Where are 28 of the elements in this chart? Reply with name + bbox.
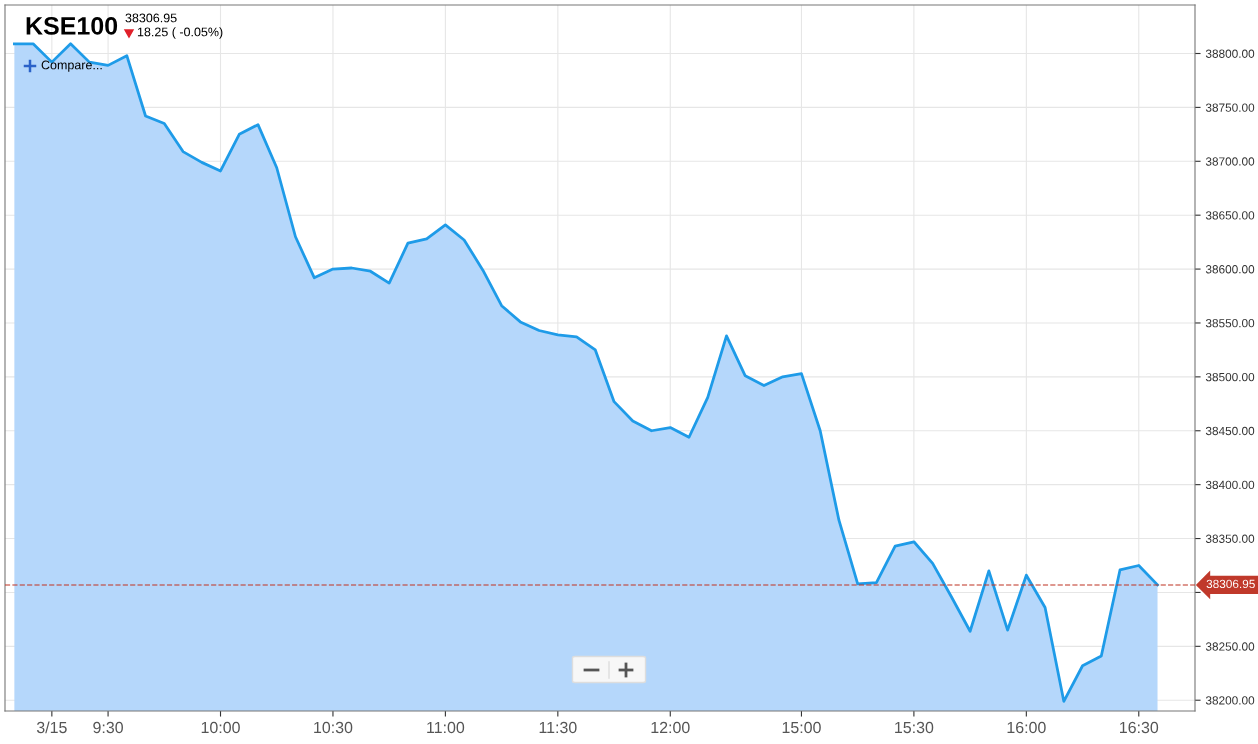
x-tick-label: 15:00: [782, 721, 821, 734]
x-tick-label: 10:30: [314, 721, 353, 734]
ref-line-label: 38306.95: [1206, 579, 1255, 589]
annotation: 18.25 ( -0.05%): [137, 27, 223, 39]
y-tick-label: 38350.00: [1205, 534, 1255, 543]
text: 38306.95: [125, 13, 177, 23]
x-tick-label: 16:00: [1007, 721, 1046, 734]
y-tick-label: 38500.00: [1205, 372, 1255, 382]
x-tick-label: 12:00: [651, 721, 690, 734]
annotation: Compare...: [41, 60, 102, 72]
y-tick-label: 38650.00: [1205, 211, 1255, 220]
x-tick-label: 10:00: [201, 721, 240, 734]
y-tick-label: 38750.00: [1205, 103, 1255, 112]
x-tick-label: 3/15: [36, 721, 67, 734]
y-tick-label: 38600.00: [1205, 265, 1255, 274]
x-tick-label: 11:00: [427, 721, 465, 734]
x-tick-label: 9:30: [93, 721, 123, 734]
x-tick-label: 11:30: [539, 721, 577, 734]
y-tick-label: 38550.00: [1205, 319, 1255, 328]
x-tick-label: 15:30: [895, 721, 934, 734]
y-tick-label: 38700.00: [1205, 157, 1255, 166]
y-tick-label: 38250.00: [1205, 642, 1255, 651]
y-tick-label: 38800.00: [1205, 49, 1255, 58]
y-tick-label: 38450.00: [1205, 426, 1255, 436]
chart-title: KSE100: [26, 17, 118, 35]
y-tick-label: 38400.00: [1205, 480, 1255, 490]
y-tick-label: 38200.00: [1205, 696, 1255, 705]
x-tick-label: 16:30: [1120, 721, 1159, 734]
